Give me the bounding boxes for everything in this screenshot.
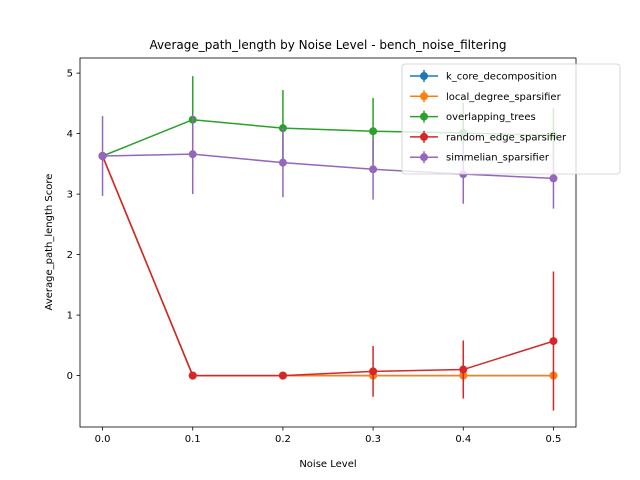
- data-point: [98, 151, 107, 160]
- data-point: [278, 371, 287, 380]
- legend-label: k_core_decomposition: [446, 72, 557, 83]
- data-point: [549, 337, 558, 346]
- legend: k_core_decomposition local_degree_sparsif…: [401, 63, 621, 175]
- x-tick-label: 0.1: [185, 434, 201, 445]
- y-axis-ticks: 0 1 2 3 4 5: [67, 69, 80, 382]
- legend-marker: [420, 112, 428, 121]
- data-point: [369, 367, 378, 376]
- series-line: [102, 153, 554, 180]
- x-tick-label: 0.2: [275, 434, 291, 445]
- y-axis-title: Average_path_length Score: [44, 174, 55, 311]
- legend-box: [401, 63, 621, 175]
- y-tick-label: 5: [67, 69, 73, 80]
- data-point: [369, 127, 378, 136]
- axes: [79, 57, 577, 428]
- data-point: [549, 174, 558, 183]
- legend-entry: local_degree_sparsifier: [410, 90, 562, 103]
- legend-label: local_degree_sparsifier: [446, 92, 562, 103]
- legend-label: overlapping_trees: [446, 112, 536, 123]
- y-tick-label: 3: [67, 190, 73, 201]
- legend-label: random_edge_sparsifier: [446, 132, 567, 143]
- x-axis-ticks: 0.0 0.1 0.2 0.3 0.4 0.5: [95, 427, 562, 445]
- x-tick-label: 0.4: [455, 434, 471, 445]
- legend-marker: [420, 72, 428, 80]
- data-point: [278, 158, 287, 167]
- data-point: [188, 150, 197, 159]
- x-axis-title: Noise Level: [299, 459, 356, 470]
- legend-entry: overlapping_trees: [410, 110, 536, 123]
- legend-marker: [420, 153, 428, 162]
- legend-entry: simmelian_sparsifier: [410, 151, 550, 164]
- legend-marker: [420, 92, 428, 101]
- legend-label: simmelian_sparsifier: [446, 153, 550, 164]
- data-point: [188, 371, 197, 380]
- series-line: [101, 155, 554, 377]
- chart-title: Average_path_length by Noise Level - ben…: [149, 38, 506, 52]
- y-tick-label: 1: [67, 311, 73, 322]
- data-point: [369, 165, 378, 174]
- x-tick-label: 0.3: [365, 434, 381, 445]
- y-tick-label: 0: [67, 371, 73, 382]
- x-tick-label: 0.5: [546, 434, 562, 445]
- series-random_edge_sparsifier: [98, 151, 558, 411]
- x-tick-label: 0.0: [95, 434, 111, 445]
- data-point: [459, 365, 468, 374]
- legend-entry: k_core_decomposition: [410, 70, 557, 83]
- y-tick-label: 4: [67, 129, 73, 140]
- legend-marker: [420, 132, 428, 141]
- y-tick-label: 2: [67, 250, 73, 261]
- legend-entry: random_edge_sparsifier: [410, 130, 567, 143]
- axes-frame: [79, 57, 577, 428]
